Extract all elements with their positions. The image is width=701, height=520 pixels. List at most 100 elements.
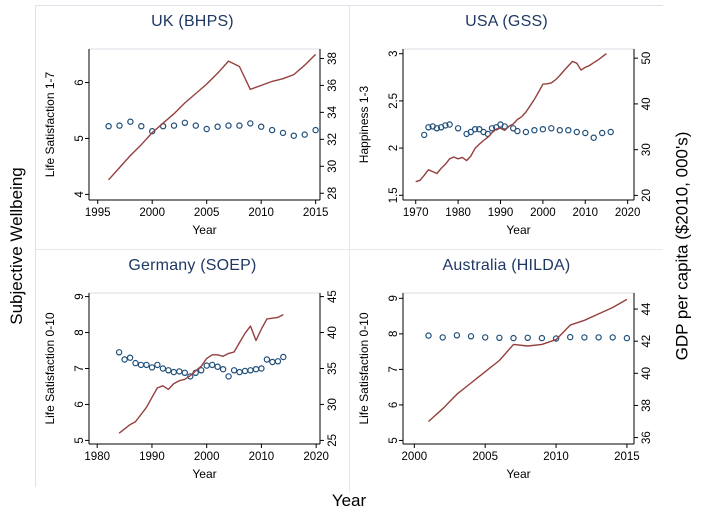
scatter-point	[121, 356, 128, 363]
scatter-point	[127, 118, 134, 125]
scatter-point	[230, 367, 238, 374]
scatter-point	[280, 353, 287, 361]
svg-text:1990: 1990	[139, 451, 165, 463]
svg-text:44: 44	[641, 302, 653, 315]
scatter-point	[454, 125, 462, 132]
scatter-point	[609, 334, 616, 341]
scatter-point	[138, 122, 145, 130]
axes	[399, 293, 638, 448]
panel-usa-gss: USA (GSS) 1.5 2 2.5 3 20 30 40 50 1970 1980 1990 20…	[350, 6, 663, 250]
scatter-point	[552, 335, 560, 342]
uk-bhps-plot: 4 5 6 28 30 32 34 36 38 1995 2000 2005 2010 2015 Life …	[43, 48, 339, 237]
svg-text:7: 7	[74, 365, 86, 371]
australia-hilda-plot: 5 6 7 8 9 36 38 40 42 44 2000 2005 2010 2015 Life Sati…	[357, 292, 653, 481]
scatter-point	[312, 126, 319, 134]
svg-text:1.5: 1.5	[388, 187, 400, 203]
svg-text:7: 7	[388, 366, 400, 372]
scatter-point	[548, 125, 555, 132]
scatter-point	[143, 361, 150, 369]
scatter-point	[181, 369, 188, 377]
scatter-point	[522, 128, 530, 136]
wellbeing-markers	[420, 121, 614, 141]
svg-text:9: 9	[388, 295, 400, 301]
scatter-point	[165, 367, 172, 374]
panel-x-axis-title: Year	[192, 467, 216, 481]
panel-x-axis-title: Year	[506, 467, 530, 481]
scatter-point	[524, 334, 531, 342]
plot-frame	[88, 292, 321, 445]
scatter-point	[471, 125, 479, 133]
scatter-point	[290, 132, 297, 139]
outer-y-axis-right: GDP per capita ($2010, 000's)	[663, 5, 701, 487]
y-axis-label-right: GDP per capita ($2010, 000's)	[672, 131, 692, 361]
scatter-point	[509, 125, 517, 132]
svg-text:1995: 1995	[85, 207, 111, 219]
panel-title-germany: Germany (SOEP)	[128, 257, 257, 274]
scatter-point	[132, 359, 139, 367]
scatter-point	[159, 365, 167, 372]
svg-text:30: 30	[641, 143, 653, 156]
panel-uk-bhps: UK (BHPS) 4 5 6 28 30 32 34 36 38 1995 2000 2005 201…	[36, 6, 350, 250]
scatter-point	[170, 122, 178, 129]
svg-text:34: 34	[327, 105, 339, 118]
svg-text:2005: 2005	[472, 451, 498, 463]
scatter-point	[219, 365, 227, 373]
scatter-point	[442, 122, 449, 129]
axes	[85, 49, 324, 204]
scatter-point	[539, 125, 547, 133]
scatter-point	[573, 128, 580, 136]
scatter-point	[214, 363, 221, 370]
gdp-line	[108, 53, 317, 181]
svg-text:42: 42	[641, 335, 653, 348]
svg-text:4: 4	[74, 191, 86, 198]
scatter-point	[556, 126, 563, 134]
scatter-point	[501, 123, 508, 130]
scatter-point	[203, 125, 210, 133]
svg-text:2.5: 2.5	[388, 93, 400, 109]
chart-grid: UK (BHPS) 4 5 6 28 30 32 34 36 38 1995 2000 2005 201…	[35, 5, 663, 493]
scatter-point	[582, 129, 589, 137]
wellbeing-markers	[105, 118, 319, 139]
scatter-point	[446, 121, 453, 128]
wellbeing-markers	[115, 349, 287, 380]
svg-text:5: 5	[388, 437, 400, 443]
scatter-point	[481, 334, 489, 341]
panel-australia-hilda: Australia (HILDA) 5 6 7 8 9 36 38 40 42 44 2000 200…	[350, 250, 663, 493]
scatter-point	[105, 122, 112, 130]
scatter-point	[187, 373, 194, 380]
svg-text:38: 38	[641, 399, 653, 412]
svg-text:2000: 2000	[530, 207, 556, 219]
scatter-point	[425, 124, 432, 131]
scatter-point	[279, 129, 287, 137]
scatter-point	[467, 128, 475, 136]
svg-text:2015: 2015	[303, 207, 329, 219]
svg-text:6: 6	[74, 401, 86, 407]
scatter-point	[420, 131, 428, 139]
scatter-point	[598, 129, 606, 137]
scatter-point	[176, 368, 183, 375]
scatter-point	[566, 333, 574, 341]
scatter-point	[225, 373, 232, 380]
svg-text:2005: 2005	[194, 207, 220, 219]
scatter-point	[607, 128, 614, 136]
axis-tick-labels: 4 5 6 28 30 32 34 36 38 1995 2000 2005 2010 2015	[74, 52, 339, 219]
scatter-point	[510, 334, 517, 342]
gdp-line	[428, 298, 628, 423]
panel-title-uk: UK (BHPS)	[151, 13, 234, 30]
svg-text:9: 9	[74, 293, 86, 299]
svg-text:2010: 2010	[543, 451, 569, 463]
svg-text:36: 36	[641, 431, 653, 444]
scatter-point	[225, 122, 232, 129]
svg-text:8: 8	[74, 329, 86, 335]
svg-text:6: 6	[388, 402, 400, 408]
svg-text:2000: 2000	[402, 451, 428, 463]
scatter-point	[496, 334, 503, 342]
svg-text:1980: 1980	[445, 207, 471, 219]
gdp-line	[118, 313, 284, 434]
scatter-point	[425, 332, 432, 339]
axis-tick-labels: 5 6 7 8 9 36 38 40 42 44 2000 2005 2010 2015	[388, 295, 653, 463]
svg-text:6: 6	[74, 79, 86, 85]
svg-text:36: 36	[327, 79, 339, 92]
scatter-point	[301, 131, 308, 138]
panel-title-usa: USA (GSS)	[465, 13, 548, 30]
